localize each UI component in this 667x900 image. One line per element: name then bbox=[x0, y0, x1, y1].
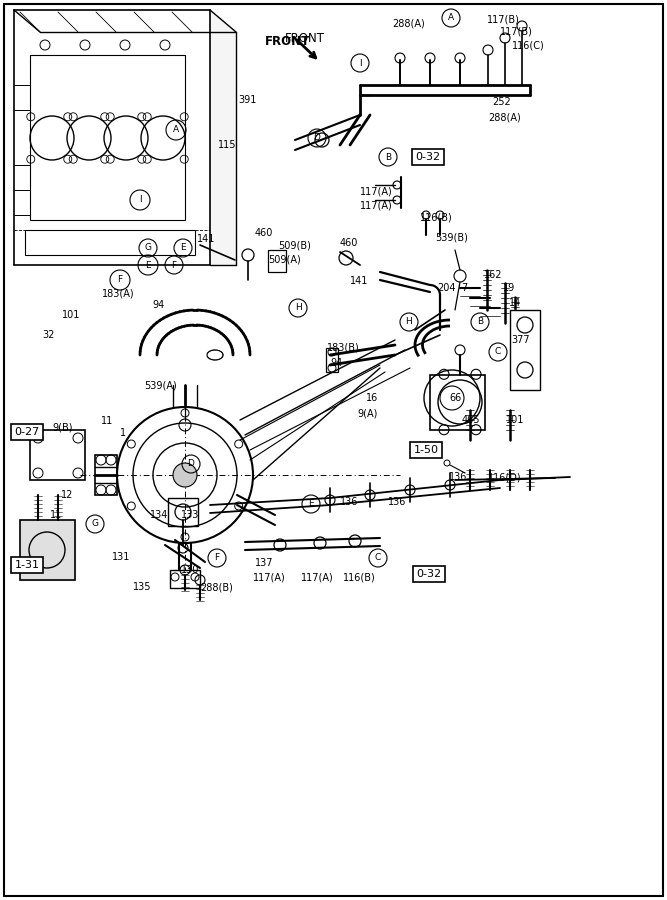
Text: 141: 141 bbox=[350, 276, 368, 286]
Text: 0-32: 0-32 bbox=[416, 569, 442, 579]
Text: 14: 14 bbox=[509, 298, 521, 308]
Text: 7: 7 bbox=[461, 283, 468, 293]
Text: 1-50: 1-50 bbox=[414, 445, 438, 455]
Text: 94: 94 bbox=[330, 358, 342, 368]
Text: 1-31: 1-31 bbox=[15, 560, 39, 570]
Text: 16: 16 bbox=[366, 393, 378, 403]
Text: 131: 131 bbox=[112, 552, 130, 562]
Text: H: H bbox=[295, 303, 301, 312]
Text: 130: 130 bbox=[181, 565, 199, 575]
Text: 117(A): 117(A) bbox=[360, 200, 393, 210]
Text: F: F bbox=[171, 260, 177, 269]
Text: 539(A): 539(A) bbox=[144, 380, 177, 390]
Text: 19: 19 bbox=[503, 283, 515, 293]
Text: 391: 391 bbox=[238, 95, 256, 105]
Text: 116(B): 116(B) bbox=[420, 213, 453, 223]
Text: C: C bbox=[495, 347, 501, 356]
Text: 252: 252 bbox=[492, 97, 511, 107]
Text: 66: 66 bbox=[449, 393, 462, 403]
Text: C: C bbox=[375, 554, 381, 562]
Text: 509(A): 509(A) bbox=[268, 255, 301, 265]
Text: B: B bbox=[385, 152, 391, 161]
Text: 116(C): 116(C) bbox=[512, 40, 545, 50]
Text: H: H bbox=[406, 318, 412, 327]
Text: 115: 115 bbox=[218, 140, 237, 150]
Text: 539(B): 539(B) bbox=[435, 233, 468, 243]
Text: G: G bbox=[145, 244, 151, 253]
Text: 116(D): 116(D) bbox=[488, 472, 522, 482]
Text: 162: 162 bbox=[484, 270, 502, 280]
Text: B: B bbox=[477, 318, 483, 327]
Text: 117(A): 117(A) bbox=[301, 572, 334, 582]
Text: 460: 460 bbox=[255, 228, 273, 238]
Text: 11: 11 bbox=[50, 510, 62, 520]
Text: I: I bbox=[359, 58, 362, 68]
Text: 0-32: 0-32 bbox=[416, 152, 441, 162]
Text: G: G bbox=[91, 519, 99, 528]
Polygon shape bbox=[20, 520, 75, 580]
Circle shape bbox=[173, 463, 197, 487]
Text: E: E bbox=[180, 244, 186, 253]
Text: E: E bbox=[308, 500, 313, 508]
Text: 377: 377 bbox=[511, 335, 530, 345]
Text: A: A bbox=[448, 14, 454, 22]
Polygon shape bbox=[510, 310, 540, 390]
Text: I: I bbox=[139, 195, 141, 204]
Text: FRONT: FRONT bbox=[285, 32, 325, 45]
Circle shape bbox=[444, 460, 450, 466]
Text: FRONT: FRONT bbox=[265, 35, 310, 48]
Polygon shape bbox=[210, 10, 236, 265]
Text: 117(B): 117(B) bbox=[500, 26, 533, 36]
Text: 117(A): 117(A) bbox=[360, 186, 393, 196]
Bar bbox=[95, 455, 117, 495]
Text: D: D bbox=[313, 133, 320, 142]
Text: 12: 12 bbox=[61, 490, 73, 500]
Text: 136: 136 bbox=[449, 472, 468, 482]
Text: 288(A): 288(A) bbox=[392, 18, 425, 28]
Text: 9(A): 9(A) bbox=[357, 408, 378, 418]
Text: 460: 460 bbox=[340, 238, 358, 248]
Text: 117(B): 117(B) bbox=[487, 14, 520, 24]
Text: 1: 1 bbox=[120, 428, 126, 438]
Bar bbox=[268, 250, 286, 272]
Text: 133: 133 bbox=[181, 510, 199, 520]
Text: 135: 135 bbox=[133, 582, 151, 592]
Text: D: D bbox=[187, 460, 195, 469]
Text: 183(A): 183(A) bbox=[102, 288, 135, 298]
Text: 141: 141 bbox=[197, 234, 215, 244]
Text: 101: 101 bbox=[62, 310, 81, 320]
Text: 288(B): 288(B) bbox=[200, 582, 233, 592]
Text: 134: 134 bbox=[150, 510, 168, 520]
Text: F: F bbox=[214, 554, 219, 562]
Text: 136: 136 bbox=[388, 497, 406, 507]
Bar bbox=[25, 230, 195, 255]
Text: 183(B): 183(B) bbox=[327, 342, 360, 352]
Text: 288(A): 288(A) bbox=[488, 112, 521, 122]
Bar bbox=[510, 310, 540, 390]
Text: 32: 32 bbox=[42, 330, 55, 340]
Bar bbox=[30, 55, 185, 220]
Text: 137: 137 bbox=[255, 558, 273, 568]
Bar bbox=[170, 570, 200, 588]
Polygon shape bbox=[14, 10, 236, 32]
Text: 94: 94 bbox=[152, 300, 164, 310]
Text: 11: 11 bbox=[101, 416, 113, 426]
Text: 0-27: 0-27 bbox=[15, 427, 39, 437]
Text: F: F bbox=[117, 275, 123, 284]
Bar bbox=[168, 498, 198, 526]
Text: 509(B): 509(B) bbox=[278, 240, 311, 250]
Text: 9(B): 9(B) bbox=[52, 422, 73, 432]
Bar bbox=[326, 348, 338, 372]
Text: 117(A): 117(A) bbox=[253, 572, 285, 582]
Text: 116(B): 116(B) bbox=[343, 572, 376, 582]
Text: 465: 465 bbox=[462, 415, 480, 425]
Text: E: E bbox=[145, 260, 151, 269]
Text: A: A bbox=[173, 125, 179, 134]
Bar bbox=[30, 430, 85, 480]
Text: 204: 204 bbox=[437, 283, 456, 293]
Bar bbox=[20, 520, 75, 580]
Bar bbox=[430, 375, 485, 430]
Text: 101: 101 bbox=[506, 415, 524, 425]
Text: 136: 136 bbox=[340, 497, 358, 507]
